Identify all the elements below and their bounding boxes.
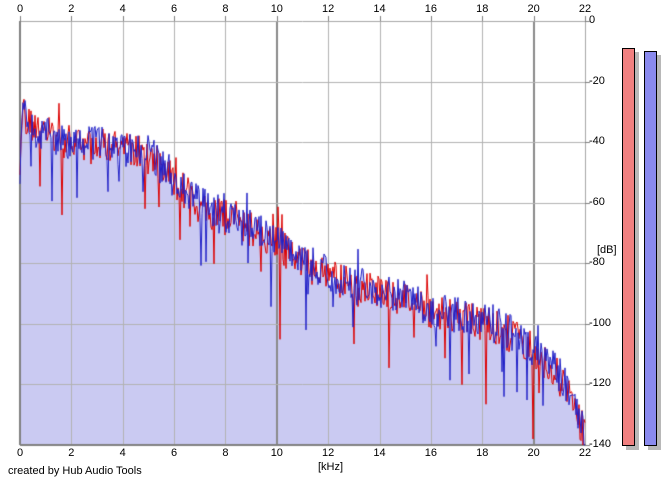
x-axis-bottom-tick-8: 8 [222, 447, 229, 459]
y-axis-tick-0: 0 [589, 14, 596, 26]
x-axis-top-tick-4: 4 [119, 3, 126, 15]
x-axis-top-tick-12: 12 [322, 3, 335, 15]
credit-text: created by Hub Audio Tools [8, 465, 142, 477]
x-axis-bottom-tick-12: 12 [322, 447, 335, 459]
x-axis-bottom-tick-0: 0 [16, 447, 24, 459]
x-axis-unit-label: [kHz] [318, 461, 344, 473]
y-axis-tick--140: -140 [589, 438, 612, 450]
x-axis-top-tick-8: 8 [222, 3, 229, 15]
x-axis-top-tick-18: 18 [476, 3, 489, 15]
x-axis-bottom-tick-16: 16 [424, 447, 438, 459]
x-axis-bottom-tick-14: 14 [373, 447, 386, 459]
x-axis-top-tick-14: 14 [373, 3, 386, 15]
red-level-meter [622, 48, 635, 446]
x-axis-bottom-tick-10: 10 [270, 447, 283, 459]
x-axis-bottom-tick-6: 6 [171, 447, 178, 459]
x-axis-top-tick-0: 0 [16, 3, 24, 15]
x-axis-top-tick-10: 10 [270, 3, 283, 15]
x-axis-top-tick-22: 22 [578, 3, 592, 15]
x-axis-top-tick-16: 16 [424, 3, 438, 15]
y-axis-tick--100: -100 [589, 316, 612, 329]
y-axis-tick--80: -80 [589, 256, 605, 269]
y-axis-tick--40: -40 [589, 135, 605, 148]
x-axis-top-tick-6: 6 [171, 3, 178, 15]
x-axis-top-tick-2: 2 [68, 3, 75, 15]
x-axis-bottom-tick-22: 22 [578, 447, 592, 459]
x-axis-bottom-tick-2: 2 [68, 447, 75, 459]
blue-level-meter [644, 51, 657, 446]
y-axis-unit-label: [dB] [597, 244, 617, 256]
y-axis-tick--60: -60 [589, 195, 605, 208]
x-axis-bottom-tick-4: 4 [119, 447, 126, 459]
x-axis-top-tick-20: 20 [527, 3, 540, 15]
x-axis-bottom-tick-20: 20 [527, 447, 540, 459]
y-axis-tick--120: -120 [589, 377, 612, 390]
y-axis-tick--20: -20 [589, 74, 605, 87]
x-axis-bottom-tick-18: 18 [476, 447, 489, 459]
